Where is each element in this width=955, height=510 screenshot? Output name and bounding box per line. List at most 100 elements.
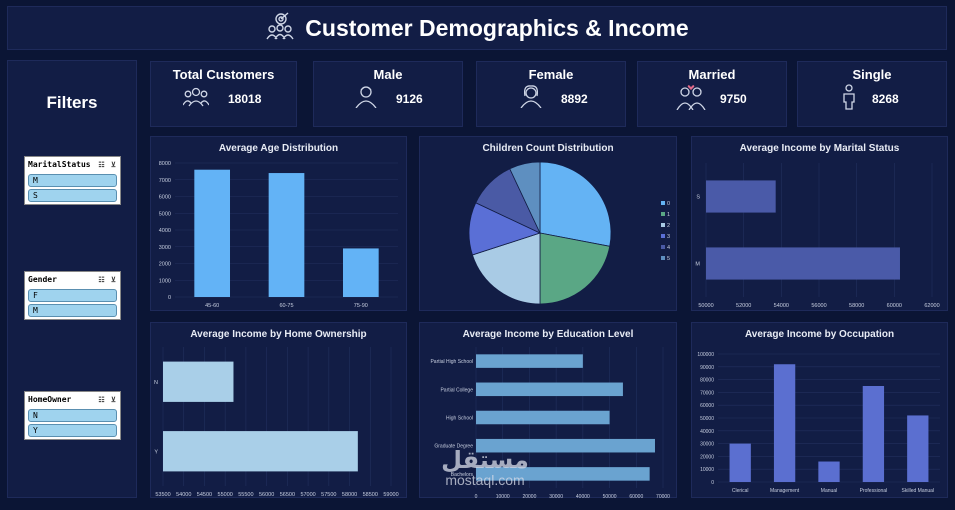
kpi-label: Total Customers [172, 67, 275, 82]
x-tick-label: 60000 [887, 303, 902, 309]
legend-swatch [661, 256, 665, 260]
slicer-item-m[interactable]: M [28, 174, 117, 187]
slicer-marital-status: MaritalStatus ☷ ⊻ M S [24, 156, 121, 205]
x-tick-label: Clerical [732, 488, 749, 494]
y-tick-label: High School [446, 416, 473, 422]
x-tick-label: 45-60 [205, 303, 219, 309]
x-tick-label: 54500 [197, 492, 212, 498]
x-tick-label: 54000 [774, 303, 789, 309]
x-tick-label: 55000 [218, 492, 233, 498]
chart-title: Average Income by Occupation [744, 329, 895, 340]
kpi-value: 8892 [561, 92, 588, 106]
y-tick-label: 60000 [700, 403, 714, 409]
x-tick-label: Management [770, 488, 800, 494]
kpi-label: Single [852, 67, 892, 82]
clear-filter-icon[interactable]: ☷ ⊻ [98, 275, 117, 284]
kpi-value: 9750 [720, 92, 747, 106]
x-tick-label: 20000 [522, 494, 536, 499]
x-tick-label: 70000 [656, 494, 670, 499]
x-tick-label: 56500 [280, 492, 295, 498]
bar [773, 364, 796, 482]
home-income-chart: 53500 54000 54500 55000 55500 56000 56500 57000… [154, 347, 399, 498]
y-tick-label: 50000 [700, 416, 714, 422]
kpi-card-single: Single 8268 [797, 61, 947, 127]
clear-filter-icon[interactable]: ☷ ⊻ [98, 160, 117, 169]
bar [268, 173, 305, 297]
legend-label: 4 [667, 245, 670, 251]
y-tick-label: 0 [711, 480, 714, 486]
slicer-title: HomeOwner [28, 395, 72, 404]
chart-card-home: Average Income by Home Ownership 53500 54… [150, 322, 407, 498]
bar [163, 431, 358, 472]
x-tick-label: 0 [475, 494, 478, 499]
chart-title: Average Age Distribution [218, 143, 339, 154]
y-tick-label: 8000 [159, 161, 171, 167]
slicer-title: Gender [28, 275, 57, 284]
x-tick-label: Skilled Manual [902, 488, 935, 494]
x-tick-label: 10000 [496, 494, 510, 499]
y-tick-label: 0 [168, 295, 171, 301]
filters-title: Filters [46, 93, 98, 112]
clear-filter-icon[interactable]: ☷ ⊻ [98, 395, 117, 404]
y-tick-label: 30000 [700, 442, 714, 448]
x-tick-label: 30000 [549, 494, 563, 499]
chart-card-children: Children Count Distribution 0 1 2 3 4 5 [419, 136, 677, 311]
y-tick-label: 5000 [159, 211, 171, 217]
bar [818, 461, 840, 482]
couple-icon [676, 84, 706, 115]
bar [862, 386, 885, 482]
watermark-latin: mostaql.com [445, 472, 525, 488]
bar [194, 169, 231, 297]
y-tick-label: Y [154, 449, 158, 455]
watermark: مستقل mostaql.com [410, 447, 560, 487]
x-tick-label: 50000 [698, 303, 713, 309]
kpi-label: Married [688, 67, 736, 82]
children-pie-chart: 0 1 2 3 4 5 [468, 161, 670, 305]
bar [476, 410, 610, 425]
slicer-item-f[interactable]: F [28, 289, 117, 302]
chart-card-education: Average Income by Education Level 0 10000… [419, 322, 677, 499]
pie-slice [509, 161, 541, 234]
legend-swatch [661, 245, 665, 249]
slicer-gender: Gender ☷ ⊻ F M [24, 271, 121, 320]
slicer-home-owner: HomeOwner ☷ ⊻ N Y [24, 391, 121, 440]
y-tick-label: 70000 [700, 390, 714, 396]
chart-title: Average Income by Home Ownership [190, 329, 367, 340]
x-tick-label: 59000 [383, 492, 398, 498]
y-tick-label: 40000 [700, 429, 714, 435]
pie-slice [471, 232, 541, 305]
age-bar-chart: 0 1000 2000 3000 4000 5000 6000 7000 8000 45-60 60… [159, 161, 398, 309]
slicer-item-n[interactable]: N [28, 409, 117, 422]
x-tick-label: 75-90 [354, 303, 368, 309]
x-tick-label: 60-75 [279, 303, 293, 309]
y-tick-label: Bachelors [451, 472, 474, 478]
chart-title: Average Income by Education Level [462, 329, 634, 340]
marital-income-chart: 50000 52000 54000 56000 58000 60000 62000 S M [695, 163, 940, 309]
slicer-item-m[interactable]: M [28, 304, 117, 317]
legend-label: 0 [667, 201, 670, 207]
slicer-item-y[interactable]: Y [28, 424, 117, 437]
x-tick-label: 60000 [629, 494, 643, 499]
slicer-item-s[interactable]: S [28, 189, 117, 202]
legend-swatch [661, 223, 665, 227]
y-tick-label: S [696, 195, 700, 201]
pie-slice [539, 161, 612, 247]
y-tick-label: 6000 [159, 195, 171, 201]
kpi-value: 8268 [872, 92, 899, 106]
watermark-arabic: مستقل [441, 446, 529, 474]
y-tick-label: 2000 [159, 262, 171, 268]
y-tick-label: 80000 [700, 378, 714, 384]
chart-card-occupation: Average Income by Occupation 0 10000 20000… [691, 322, 948, 498]
kpi-label: Female [528, 67, 574, 82]
y-tick-label: Partial High School [430, 359, 473, 365]
y-tick-label: N [154, 380, 158, 386]
x-tick-label: 57500 [321, 492, 336, 498]
kpi-value: 9126 [396, 92, 423, 106]
kpi-card-female: Female 8892 [476, 61, 626, 127]
pie-slice [539, 232, 611, 305]
x-tick-label: 58500 [363, 492, 378, 498]
legend-label: 5 [667, 256, 670, 262]
x-tick-label: 54000 [176, 492, 191, 498]
bar [729, 443, 751, 482]
chart-title: Children Count Distribution [482, 143, 614, 154]
